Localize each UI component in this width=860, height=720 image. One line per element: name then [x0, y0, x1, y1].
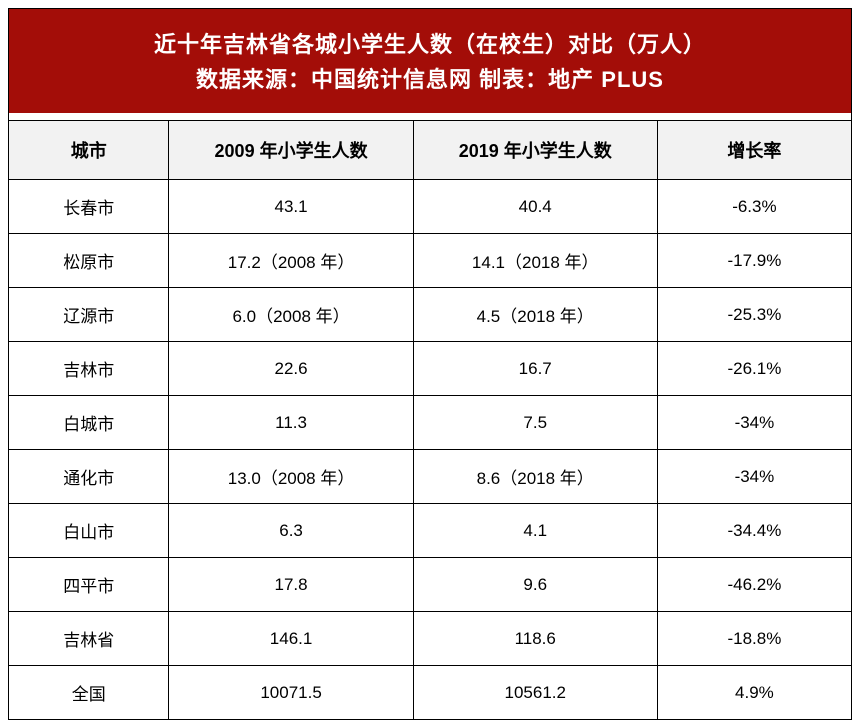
cell-city: 全国: [9, 666, 169, 720]
cell-2009: 17.2（2008 年）: [169, 234, 413, 288]
table-row: 全国10071.510561.24.9%: [9, 666, 851, 720]
title-line-2: 数据来源：中国统计信息网 制表：地产 PLUS: [19, 62, 841, 97]
cell-2019: 8.6（2018 年）: [413, 450, 657, 504]
cell-2019: 4.5（2018 年）: [413, 288, 657, 342]
table-row: 辽源市6.0（2008 年）4.5（2018 年）-25.3%: [9, 288, 851, 342]
table-row: 白山市6.34.1-34.4%: [9, 504, 851, 558]
cell-city: 白城市: [9, 396, 169, 450]
table-row: 松原市17.2（2008 年）14.1（2018 年）-17.9%: [9, 234, 851, 288]
title-line-1: 近十年吉林省各城小学生人数（在校生）对比（万人）: [19, 27, 841, 62]
cell-rate: -26.1%: [657, 342, 851, 396]
cell-2019: 10561.2: [413, 666, 657, 720]
cell-city: 辽源市: [9, 288, 169, 342]
cell-city: 长春市: [9, 180, 169, 234]
table-row: 通化市13.0（2008 年）8.6（2018 年）-34%: [9, 450, 851, 504]
table-row: 吉林省146.1118.6-18.8%: [9, 612, 851, 666]
cell-city: 松原市: [9, 234, 169, 288]
col-header-city: 城市: [9, 121, 169, 180]
col-header-rate: 增长率: [657, 121, 851, 180]
col-header-2009: 2009 年小学生人数: [169, 121, 413, 180]
col-header-2019: 2019 年小学生人数: [413, 121, 657, 180]
cell-2009: 22.6: [169, 342, 413, 396]
table-header-banner: 近十年吉林省各城小学生人数（在校生）对比（万人） 数据来源：中国统计信息网 制表…: [9, 9, 851, 113]
cell-2019: 14.1（2018 年）: [413, 234, 657, 288]
cell-2009: 6.0（2008 年）: [169, 288, 413, 342]
cell-rate: -34.4%: [657, 504, 851, 558]
cell-2009: 6.3: [169, 504, 413, 558]
table-row: 白城市11.37.5-34%: [9, 396, 851, 450]
cell-2009: 13.0（2008 年）: [169, 450, 413, 504]
cell-rate: -46.2%: [657, 558, 851, 612]
cell-city: 白山市: [9, 504, 169, 558]
table-row: 吉林市22.616.7-26.1%: [9, 342, 851, 396]
table-row: 长春市43.140.4-6.3%: [9, 180, 851, 234]
cell-2019: 9.6: [413, 558, 657, 612]
table-body: 长春市43.140.4-6.3%松原市17.2（2008 年）14.1（2018…: [9, 180, 851, 720]
cell-2009: 43.1: [169, 180, 413, 234]
cell-2019: 16.7: [413, 342, 657, 396]
cell-2019: 40.4: [413, 180, 657, 234]
cell-rate: -17.9%: [657, 234, 851, 288]
cell-city: 通化市: [9, 450, 169, 504]
cell-rate: -25.3%: [657, 288, 851, 342]
table-header-row: 城市 2009 年小学生人数 2019 年小学生人数 增长率: [9, 121, 851, 180]
cell-city: 四平市: [9, 558, 169, 612]
cell-2009: 17.8: [169, 558, 413, 612]
cell-2009: 10071.5: [169, 666, 413, 720]
cell-2009: 146.1: [169, 612, 413, 666]
table-row: 四平市17.89.6-46.2%: [9, 558, 851, 612]
cell-2019: 4.1: [413, 504, 657, 558]
cell-rate: -6.3%: [657, 180, 851, 234]
data-table: 城市 2009 年小学生人数 2019 年小学生人数 增长率 长春市43.140…: [9, 121, 851, 719]
cell-rate: -34%: [657, 396, 851, 450]
table-container: 近十年吉林省各城小学生人数（在校生）对比（万人） 数据来源：中国统计信息网 制表…: [8, 8, 852, 720]
cell-rate: -34%: [657, 450, 851, 504]
cell-rate: -18.8%: [657, 612, 851, 666]
cell-city: 吉林省: [9, 612, 169, 666]
cell-city: 吉林市: [9, 342, 169, 396]
cell-rate: 4.9%: [657, 666, 851, 720]
cell-2009: 11.3: [169, 396, 413, 450]
header-gap: [9, 113, 851, 121]
cell-2019: 118.6: [413, 612, 657, 666]
cell-2019: 7.5: [413, 396, 657, 450]
